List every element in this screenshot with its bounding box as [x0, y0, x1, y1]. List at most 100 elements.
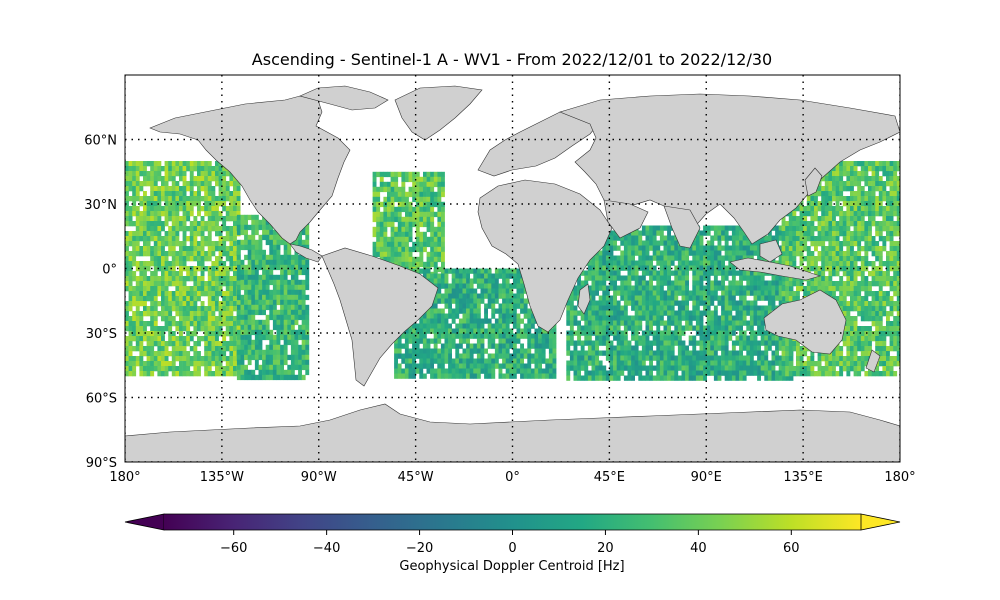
- data-cell: [179, 221, 183, 227]
- data-cell: [430, 226, 435, 233]
- data-cell: [379, 186, 384, 193]
- data-cell: [598, 285, 603, 291]
- data-cell: [283, 324, 288, 331]
- data-cell: [645, 285, 650, 291]
- data-cell: [710, 340, 715, 346]
- data-cell: [415, 333, 420, 339]
- data-cell: [161, 221, 165, 227]
- data-cell: [244, 354, 248, 361]
- data-cell: [240, 219, 245, 226]
- data-cell: [677, 335, 682, 341]
- data-cell: [505, 283, 510, 289]
- data-cell: [262, 249, 266, 256]
- data-cell: [150, 271, 155, 277]
- data-cell: [512, 363, 517, 369]
- data-cell: [125, 326, 129, 332]
- data-cell: [699, 255, 704, 261]
- data-cell: [839, 181, 844, 187]
- data-cell: [767, 345, 772, 351]
- data-cell: [128, 326, 133, 332]
- data-cell: [280, 294, 284, 301]
- data-cell: [387, 256, 391, 263]
- data-cell: [516, 303, 521, 309]
- data-cell: [236, 314, 241, 321]
- data-cell: [685, 265, 689, 271]
- data-cell: [681, 325, 686, 331]
- data-cell: [670, 260, 675, 266]
- data-cell: [649, 350, 653, 356]
- data-cell: [394, 186, 399, 193]
- data-cell: [139, 361, 144, 367]
- data-cell: [775, 295, 779, 301]
- data-cell: [605, 330, 610, 336]
- data-cell: [161, 301, 165, 307]
- data-cell: [415, 363, 420, 369]
- data-cell: [875, 181, 880, 187]
- data-cell: [566, 335, 571, 341]
- data-cell: [193, 306, 198, 312]
- data-cell: [775, 285, 779, 291]
- data-cell: [545, 368, 550, 374]
- data-cell: [753, 370, 758, 376]
- data-cell: [609, 355, 614, 361]
- data-cell: [735, 300, 740, 306]
- data-cell: [641, 365, 646, 371]
- data-cell: [491, 373, 496, 379]
- data-cell: [397, 246, 402, 253]
- data-cell: [638, 320, 643, 326]
- data-cell: [764, 310, 769, 316]
- data-cell: [426, 343, 431, 349]
- data-cell: [272, 354, 277, 361]
- data-cell: [175, 221, 180, 227]
- data-cell: [455, 328, 460, 334]
- data-cell: [717, 360, 722, 366]
- data-cell: [193, 216, 198, 222]
- data-cell: [667, 345, 671, 351]
- data-cell: [404, 333, 409, 339]
- data-cell: [269, 279, 274, 286]
- data-cell: [577, 275, 581, 281]
- data-cell: [225, 186, 230, 192]
- data-cell: [476, 338, 481, 344]
- data-cell: [179, 216, 183, 222]
- data-cell: [591, 275, 596, 281]
- data-cell: [484, 288, 488, 294]
- data-cell: [552, 343, 557, 349]
- data-cell: [164, 346, 169, 352]
- data-cell: [215, 271, 219, 277]
- data-cell: [225, 331, 230, 337]
- data-cell: [523, 353, 528, 359]
- data-cell: [520, 368, 524, 374]
- data-cell: [251, 269, 256, 276]
- data-cell: [233, 306, 237, 312]
- data-cell: [893, 161, 898, 167]
- data-cell: [301, 334, 306, 341]
- data-cell: [186, 196, 191, 202]
- data-cell: [634, 370, 639, 376]
- data-cell: [218, 301, 223, 307]
- data-cell: [695, 310, 700, 316]
- data-cell: [236, 349, 241, 356]
- data-cell: [229, 181, 234, 187]
- data-cell: [775, 375, 779, 381]
- data-cell: [476, 318, 481, 324]
- data-cell: [580, 365, 585, 371]
- data-cell: [757, 315, 761, 321]
- data-cell: [724, 330, 729, 336]
- data-cell: [469, 363, 474, 369]
- data-cell: [652, 375, 657, 381]
- data-cell: [128, 301, 133, 307]
- data-cell: [627, 245, 632, 251]
- data-cell: [179, 186, 183, 192]
- data-cell: [186, 366, 191, 372]
- data-cell: [143, 371, 147, 377]
- data-cell: [298, 359, 302, 366]
- data-cell: [426, 206, 431, 213]
- data-cell: [760, 295, 765, 301]
- data-cell: [638, 365, 643, 371]
- data-cell: [627, 325, 632, 331]
- data-cell: [735, 375, 740, 381]
- data-cell: [577, 350, 581, 356]
- data-cell: [390, 206, 395, 213]
- data-cell: [739, 270, 743, 276]
